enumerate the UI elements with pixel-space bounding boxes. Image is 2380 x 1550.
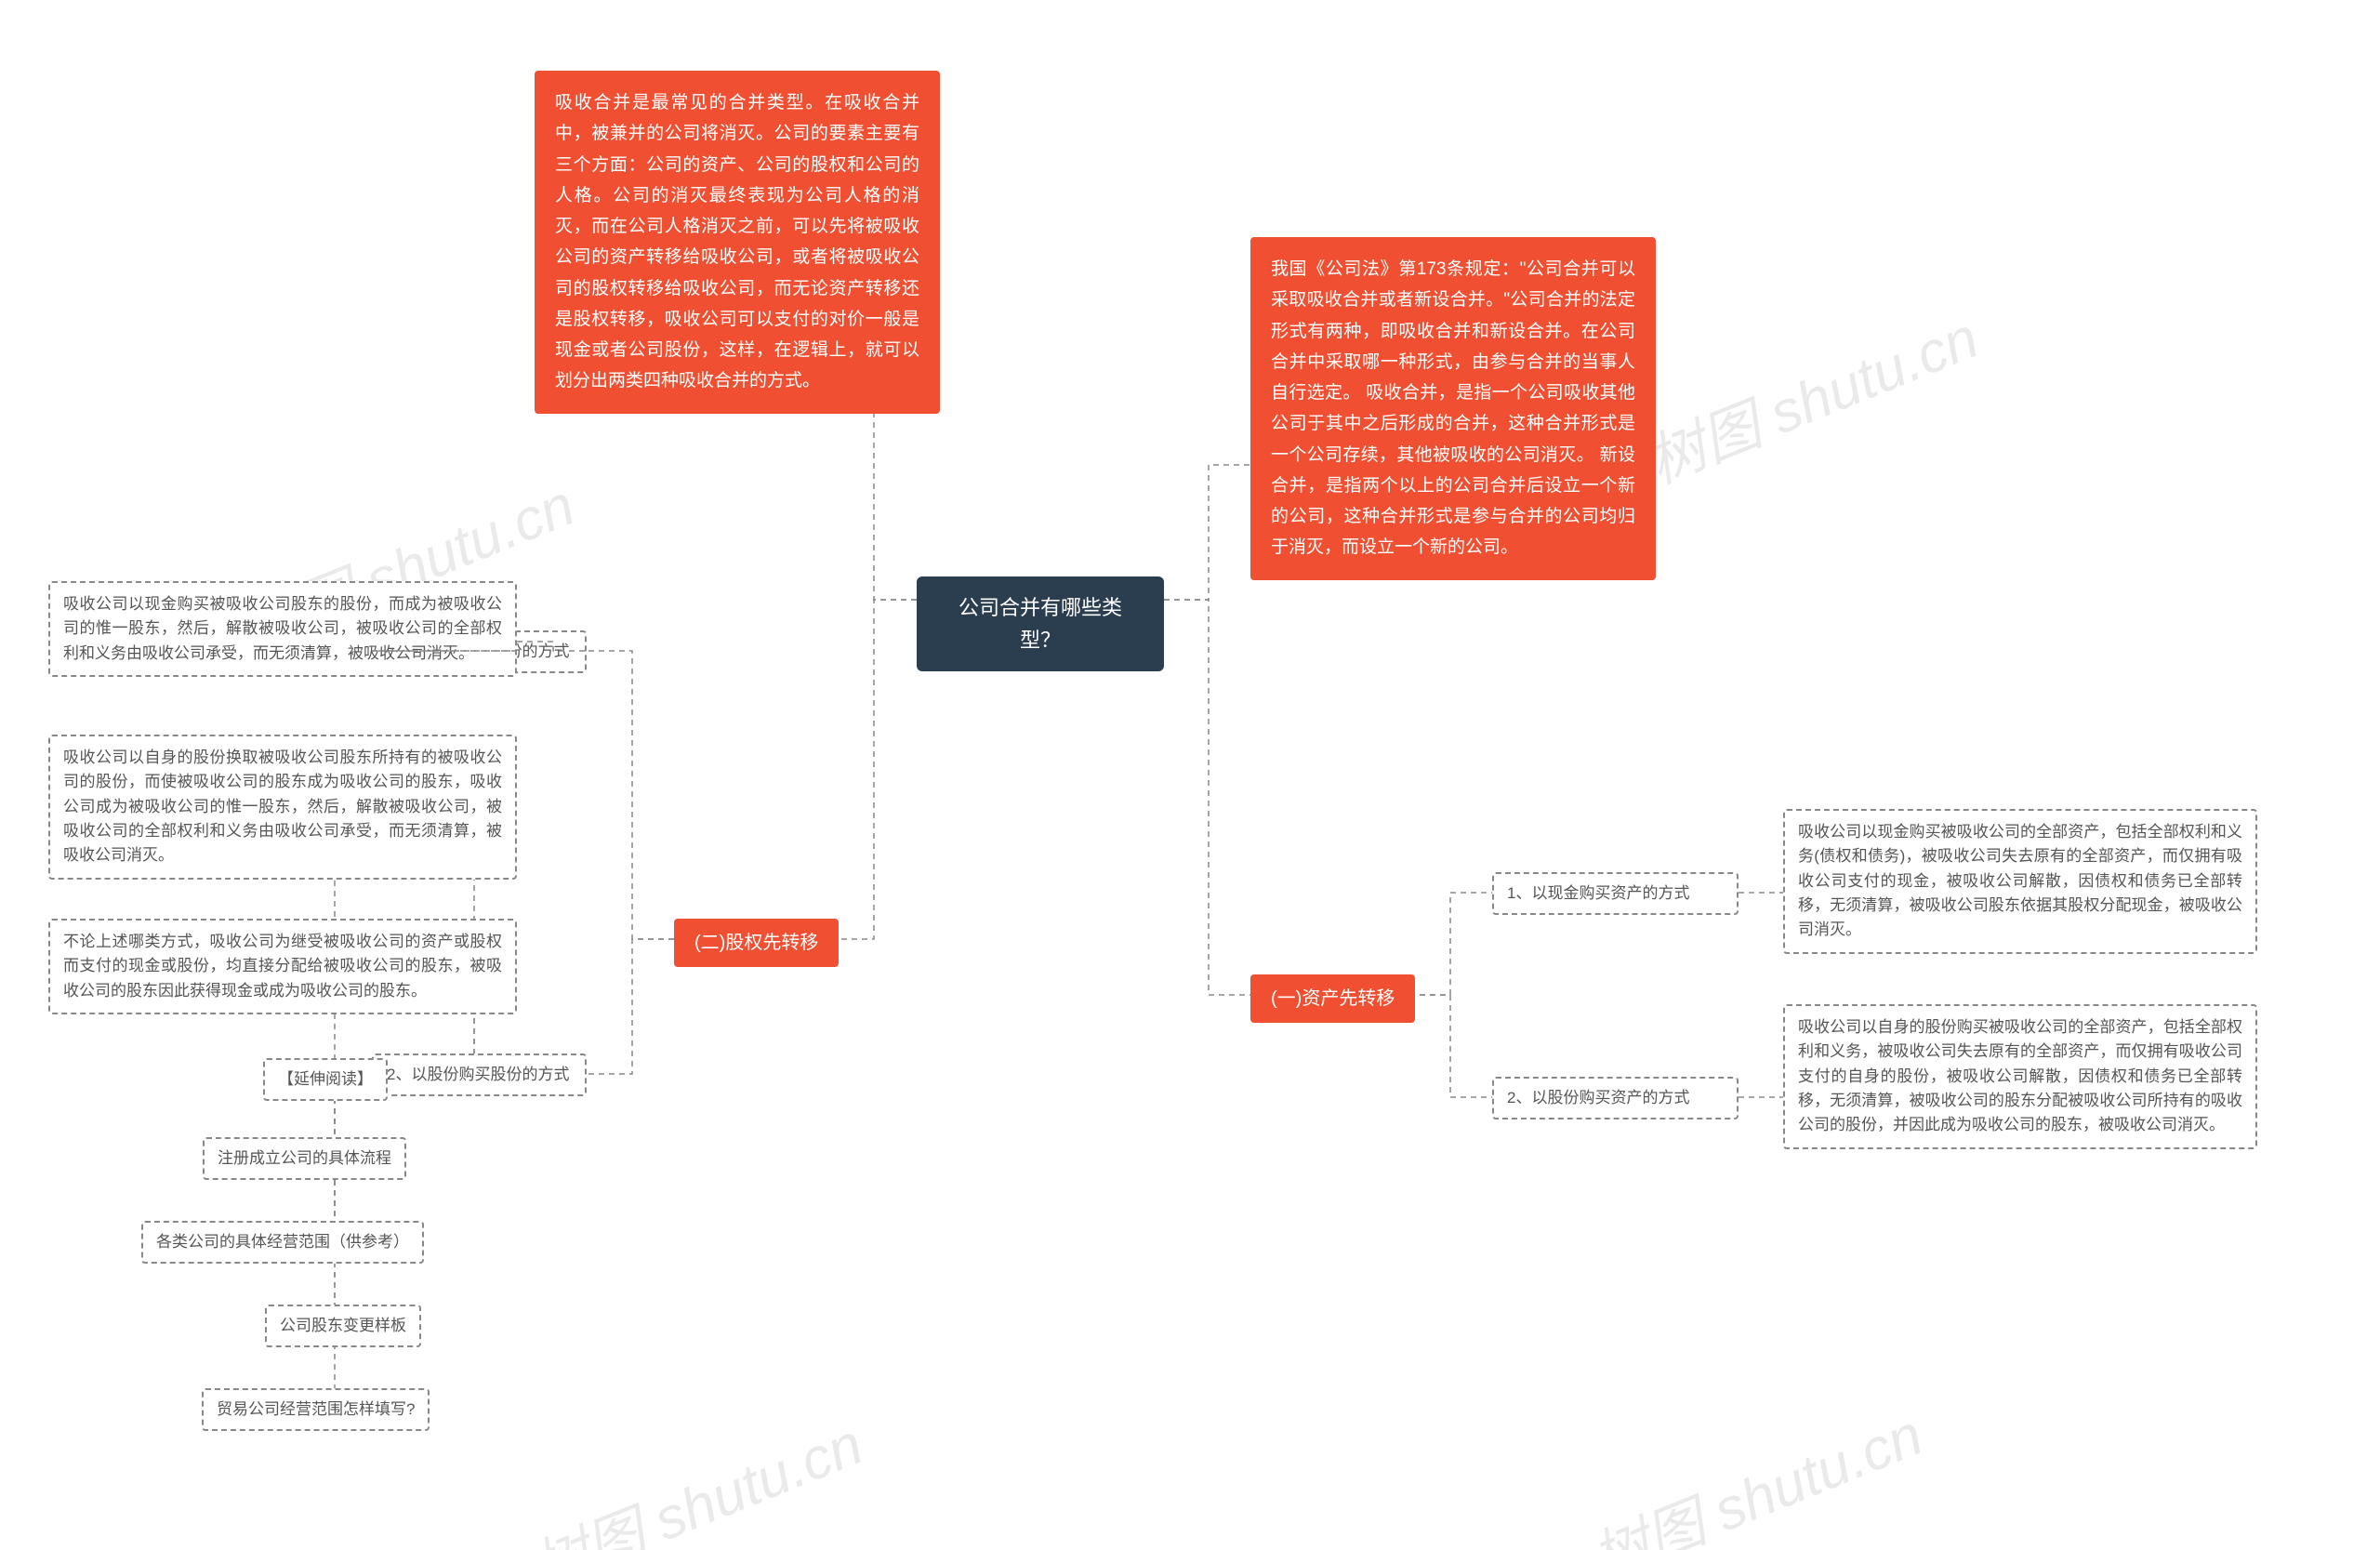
center-label: 公司合并有哪些类型？ bbox=[959, 596, 1122, 652]
right-item1-label-text: 1、以现金购买资产的方式 bbox=[1507, 884, 1689, 902]
left-extra-3-text: 贸易公司经营范围怎样填写? bbox=[217, 1400, 415, 1418]
right-item2-desc-text: 吸收公司以自身的股份购买被吸收公司的全部资产，包括全部权利和义务，被吸收公司失去… bbox=[1798, 1018, 2242, 1133]
watermark: 树图 shutu.cn bbox=[248, 1518, 603, 1550]
right-item1-label: 1、以现金购买资产的方式 bbox=[1492, 872, 1739, 915]
left-item1-desc: 吸收公司以现金购买被吸收公司股东的股份，而成为被吸收公司的惟一股东，然后，解散被… bbox=[48, 581, 517, 677]
left-note-text: 不论上述哪类方式，吸收公司为继受被吸收公司的资产或股权而支付的现金或股份，均直接… bbox=[63, 933, 502, 1000]
right-item2-label-text: 2、以股份购买资产的方式 bbox=[1507, 1089, 1689, 1106]
right-intro-block: 我国《公司法》第173条规定："公司合并可以采取吸收合并或者新设合并。"公司合并… bbox=[1250, 237, 1656, 580]
left-extra-heading-text: 【延伸阅读】 bbox=[278, 1070, 373, 1088]
left-intro-text: 吸收合并是最常见的合并类型。在吸收合并中，被兼并的公司将消灭。公司的要素主要有三… bbox=[555, 93, 919, 391]
right-item2-label: 2、以股份购买资产的方式 bbox=[1492, 1077, 1739, 1119]
left-branch: (二)股权先转移 bbox=[674, 919, 839, 967]
left-extra-1: 各类公司的具体经营范围（供参考） bbox=[141, 1221, 424, 1264]
center-node: 公司合并有哪些类型？ bbox=[917, 576, 1164, 671]
left-item2-desc: 吸收公司以自身的股份换取被吸收公司股东所持有的被吸收公司的股份，而使被吸收公司的… bbox=[48, 735, 517, 880]
right-item1-desc-text: 吸收公司以现金购买被吸收公司的全部资产，包括全部权利和义务(债权和债务)，被吸收… bbox=[1798, 823, 2242, 938]
right-branch: (一)资产先转移 bbox=[1250, 974, 1415, 1023]
left-extra-2: 公司股东变更样板 bbox=[265, 1305, 421, 1347]
right-item2-desc: 吸收公司以自身的股份购买被吸收公司的全部资产，包括全部权利和义务，被吸收公司失去… bbox=[1783, 1004, 2257, 1149]
left-intro-block: 吸收合并是最常见的合并类型。在吸收合并中，被兼并的公司将消灭。公司的要素主要有三… bbox=[535, 71, 940, 414]
left-branch-label: (二)股权先转移 bbox=[694, 933, 818, 953]
left-item2-label-text: 2、以股份购买股份的方式 bbox=[387, 1066, 569, 1083]
watermark: 树图 shutu.cn bbox=[1578, 1388, 1933, 1550]
right-branch-label: (一)资产先转移 bbox=[1271, 988, 1395, 1009]
left-extra-3: 贸易公司经营范围怎样填写? bbox=[202, 1388, 430, 1431]
left-extra-heading: 【延伸阅读】 bbox=[263, 1058, 388, 1101]
right-intro-text: 我国《公司法》第173条规定："公司合并可以采取吸收合并或者新设合并。"公司合并… bbox=[1271, 259, 1635, 557]
left-extra-0: 注册成立公司的具体流程 bbox=[203, 1137, 406, 1180]
left-extra-1-text: 各类公司的具体经营范围（供参考） bbox=[156, 1233, 409, 1251]
left-extra-2-text: 公司股东变更样板 bbox=[280, 1317, 406, 1334]
watermark: 树图 shutu.cn bbox=[518, 1398, 873, 1550]
right-item1-desc: 吸收公司以现金购买被吸收公司的全部资产，包括全部权利和义务(债权和债务)，被吸收… bbox=[1783, 809, 2257, 954]
left-note: 不论上述哪类方式，吸收公司为继受被吸收公司的资产或股权而支付的现金或股份，均直接… bbox=[48, 919, 517, 1014]
left-extra-0-text: 注册成立公司的具体流程 bbox=[218, 1149, 391, 1167]
watermark: 树图 shutu.cn bbox=[1633, 291, 1989, 499]
left-item2-desc-text: 吸收公司以自身的股份换取被吸收公司股东所持有的被吸收公司的股份，而使被吸收公司的… bbox=[63, 749, 502, 864]
left-item1-desc-text: 吸收公司以现金购买被吸收公司股东的股份，而成为被吸收公司的惟一股东，然后，解散被… bbox=[63, 595, 502, 662]
left-item2-label: 2、以股份购买股份的方式 bbox=[372, 1053, 587, 1096]
